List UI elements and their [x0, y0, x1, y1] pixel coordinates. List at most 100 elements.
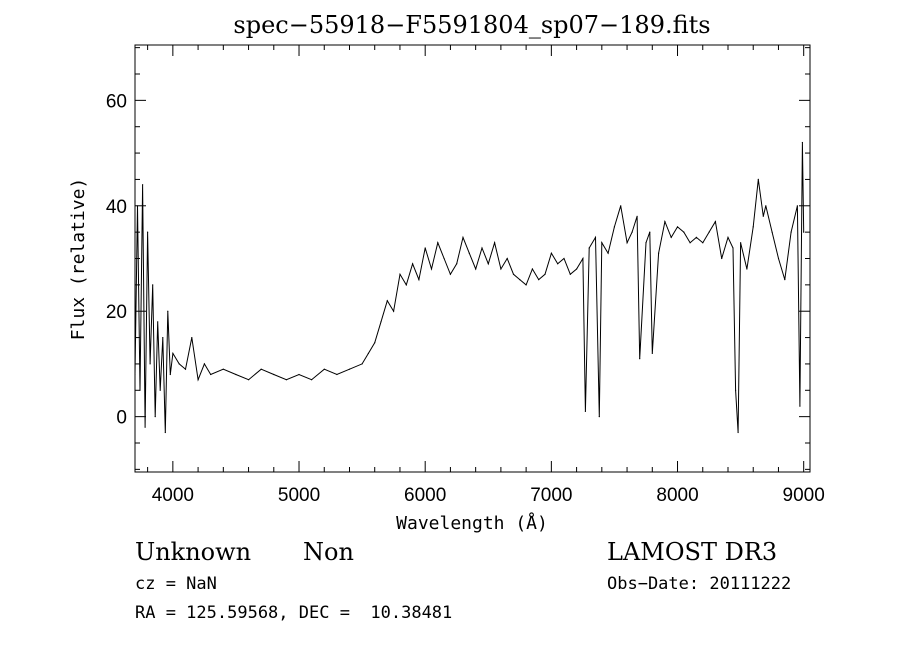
spectrum-point: [273, 373, 275, 376]
spectrum-point: [149, 363, 151, 365]
spectrum-point: [169, 373, 171, 376]
chart-title: spec−55918−F5591804_sp07−189.fits: [233, 11, 710, 39]
spectrum-point: [676, 226, 679, 228]
object-subclass-label: Non: [303, 538, 354, 566]
spectrum-point: [159, 389, 161, 391]
spectrum-point: [732, 247, 734, 249]
spectrum-point: [222, 368, 224, 370]
spectrum-point: [702, 242, 704, 244]
x-tick-label: 6000: [404, 485, 446, 506]
spectrum-point: [613, 226, 616, 228]
x-tick-label: 5000: [278, 485, 320, 506]
spectrum-point: [487, 263, 489, 265]
survey-label: LAMOST DR3: [607, 538, 778, 566]
spectrum-point: [412, 263, 414, 265]
spectrum-point: [649, 231, 651, 233]
spectrum-point: [336, 373, 338, 376]
spectrum-point: [651, 352, 653, 354]
spectrum-point: [557, 263, 559, 265]
spectrum-point: [386, 300, 388, 302]
spectrum-point: [799, 405, 801, 407]
spectrum-point: [695, 236, 698, 238]
y-tick-label: 0: [116, 408, 127, 429]
spectrum-point: [210, 373, 212, 376]
spectrum-point: [235, 373, 237, 376]
spectrum-point: [683, 231, 685, 233]
spectrum-point: [714, 221, 717, 223]
spectrum-point: [512, 273, 515, 275]
spectrum-point: [670, 236, 672, 238]
spectrum-point: [162, 337, 164, 339]
spectrum-point: [494, 242, 496, 244]
spectrum-point: [544, 273, 546, 275]
spectrum-point: [607, 252, 609, 254]
spectrum-point: [191, 337, 193, 339]
spectrum-point: [771, 231, 773, 233]
spectrum-point: [142, 184, 144, 186]
spectrum-point: [525, 284, 527, 286]
spectrum-point: [784, 279, 786, 281]
spectrum-point: [765, 205, 767, 207]
y-axis-label: Flux (relative): [68, 178, 89, 341]
spectrum-point: [430, 268, 433, 270]
spectrum-line: [135, 142, 805, 433]
spectrum-point: [157, 321, 159, 323]
spectrum-point: [757, 178, 759, 180]
x-tick-label: 9000: [783, 485, 825, 506]
spectrum-point: [399, 273, 401, 275]
spectrum-point: [462, 236, 464, 238]
x-tick-label: 4000: [152, 485, 194, 506]
spectrum-point: [311, 379, 313, 381]
tick-labels: 4000 5000 6000 7000 8000 9000 0 20 40 60: [106, 91, 825, 506]
spectrum-point: [598, 416, 600, 418]
spectrum-point: [424, 247, 426, 249]
spectrum-point: [584, 410, 587, 412]
spectrum-point: [184, 368, 187, 370]
spectrum-point: [576, 268, 578, 270]
spectrum-point: [801, 141, 804, 144]
spectrum-point: [152, 284, 154, 286]
spectrum-point: [348, 368, 351, 370]
spectrum-point: [645, 242, 647, 244]
redshift-line: cz = NaN: [135, 574, 217, 594]
spectrum-point: [147, 231, 149, 233]
spectrum-point: [248, 379, 250, 381]
spectrum-point: [746, 268, 748, 270]
spectrum-point: [361, 363, 363, 365]
spectrum-point: [475, 268, 477, 270]
spectrum-point: [636, 215, 638, 217]
spectrum-point: [367, 352, 369, 354]
spectrum-point: [803, 231, 805, 233]
spectrum-point: [135, 373, 136, 376]
spectrum-point: [172, 352, 174, 354]
spectrum-point: [796, 205, 799, 207]
spectrum-point: [197, 379, 199, 381]
spectrum-point: [737, 431, 739, 434]
y-tick-label: 20: [106, 302, 127, 323]
spectrum-point: [563, 257, 565, 260]
spectrum-point: [178, 363, 180, 365]
spectrum-point: [735, 389, 737, 391]
spectrum-point: [790, 231, 792, 233]
spectrum-point: [531, 268, 534, 270]
spectrum-point: [418, 279, 420, 281]
spectrum-point: [620, 205, 622, 207]
series-layer: [135, 141, 805, 434]
spectrum-point: [323, 368, 325, 370]
spectrum-point: [139, 389, 141, 391]
spectrum-point: [740, 242, 742, 244]
spectrum-point: [443, 257, 445, 260]
spectrum-point: [538, 279, 540, 281]
spectrum-point: [550, 252, 553, 254]
spectrum-point: [519, 279, 521, 281]
spectrum-point: [285, 379, 287, 381]
spectrum-point: [708, 231, 710, 233]
axis-ticks: [135, 45, 810, 472]
spectrum-point: [405, 284, 407, 286]
y-tick-label: 40: [106, 197, 127, 218]
spectrum-point: [481, 247, 483, 249]
spectrum-point: [658, 252, 660, 254]
spectrum-point: [437, 242, 439, 244]
spectrum-point: [664, 221, 666, 223]
